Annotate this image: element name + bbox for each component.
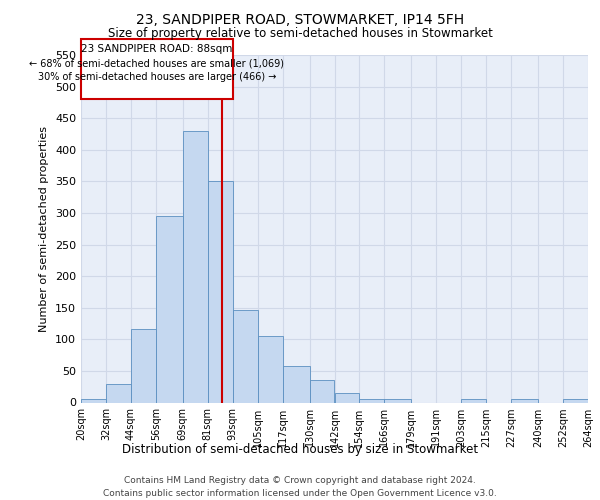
- Bar: [233, 310, 257, 402]
- Bar: [385, 398, 412, 402]
- Bar: [156, 216, 183, 402]
- Bar: [335, 393, 359, 402]
- Text: ← 68% of semi-detached houses are smaller (1,069): ← 68% of semi-detached houses are smalle…: [29, 58, 284, 68]
- Text: Distribution of semi-detached houses by size in Stowmarket: Distribution of semi-detached houses by …: [122, 442, 478, 456]
- Bar: [310, 380, 335, 402]
- Bar: [183, 131, 208, 402]
- Bar: [461, 400, 486, 402]
- Text: 30% of semi-detached houses are larger (466) →: 30% of semi-detached houses are larger (…: [38, 72, 276, 82]
- Bar: [563, 400, 588, 402]
- Text: 23, SANDPIPER ROAD, STOWMARKET, IP14 5FH: 23, SANDPIPER ROAD, STOWMARKET, IP14 5FH: [136, 12, 464, 26]
- Bar: [131, 329, 156, 402]
- Bar: [257, 336, 283, 402]
- Bar: [511, 400, 538, 402]
- Text: Contains public sector information licensed under the Open Government Licence v3: Contains public sector information licen…: [103, 489, 497, 498]
- Bar: [208, 182, 233, 402]
- Text: Contains HM Land Registry data © Crown copyright and database right 2024.: Contains HM Land Registry data © Crown c…: [124, 476, 476, 485]
- Text: 23 SANDPIPER ROAD: 88sqm: 23 SANDPIPER ROAD: 88sqm: [81, 44, 233, 54]
- Bar: [359, 400, 385, 402]
- Y-axis label: Number of semi-detached properties: Number of semi-detached properties: [40, 126, 49, 332]
- Bar: [81, 39, 233, 99]
- Bar: [283, 366, 310, 402]
- Text: Size of property relative to semi-detached houses in Stowmarket: Size of property relative to semi-detach…: [107, 28, 493, 40]
- Bar: [81, 400, 106, 402]
- Bar: [106, 384, 131, 402]
